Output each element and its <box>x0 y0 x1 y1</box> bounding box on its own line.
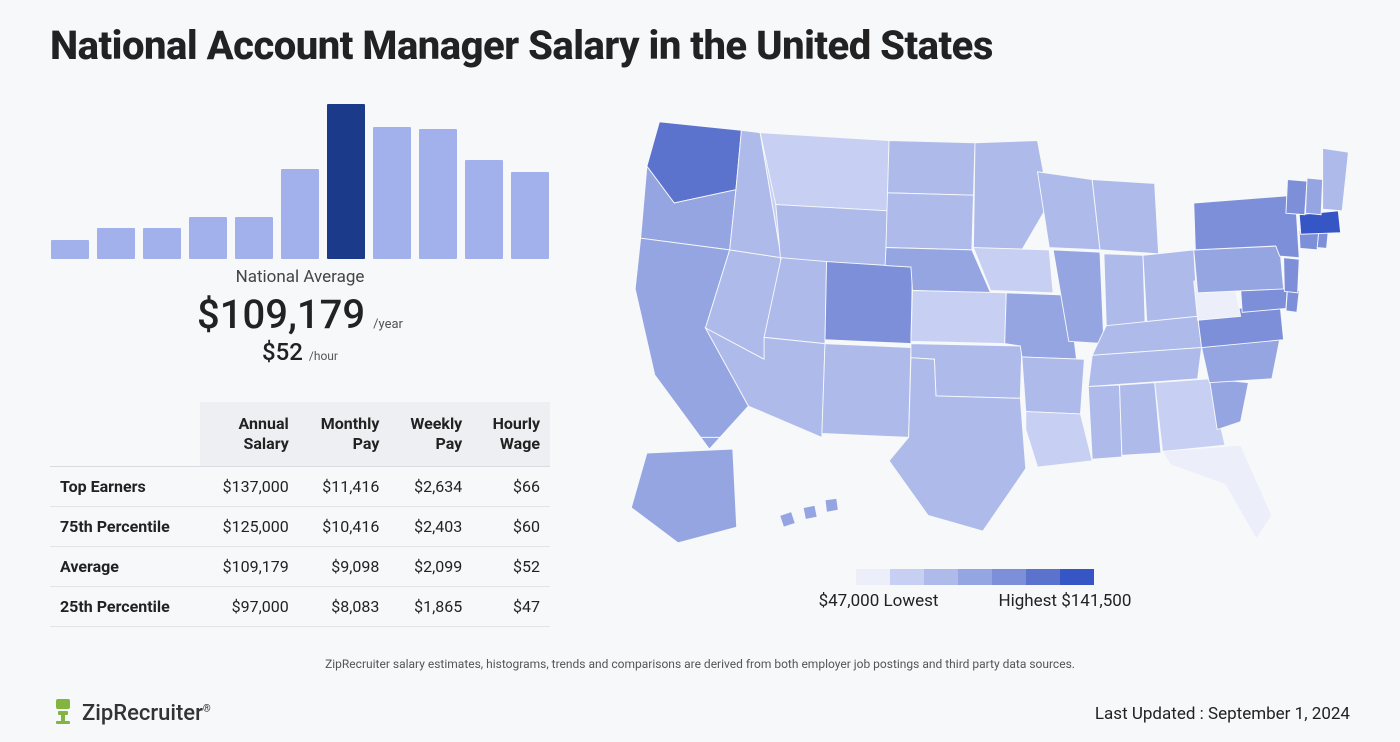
table-cell: $137,000 <box>200 467 299 507</box>
state-shape-hi[interactable] <box>780 512 796 528</box>
state-shape-ri[interactable] <box>1317 232 1328 248</box>
state-shape-al[interactable] <box>1120 383 1161 456</box>
map-legend: $47,000 Lowest Highest $141,500 <box>819 569 1132 611</box>
table-column-header: MonthlyPay <box>299 402 390 467</box>
legend-swatch <box>924 569 958 585</box>
table-row: 75th Percentile$125,000$10,416$2,403$60 <box>50 507 550 547</box>
state-shape-hi[interactable] <box>803 505 817 519</box>
state-shape-nj[interactable] <box>1284 258 1300 293</box>
table-cell: 75th Percentile <box>50 507 200 547</box>
histogram-bar <box>51 240 89 259</box>
table-cell: $2,099 <box>389 547 472 587</box>
table-cell: $10,416 <box>299 507 390 547</box>
legend-swatch <box>1026 569 1060 585</box>
table-cell: $60 <box>472 507 550 547</box>
table-cell: $1,865 <box>389 587 472 627</box>
table-column-header: WeeklyPay <box>389 402 472 467</box>
state-shape-hi[interactable] <box>825 498 838 512</box>
state-shape-ks[interactable] <box>911 291 1006 344</box>
histogram-bar <box>143 228 181 259</box>
table-column-header: HourlyWage <box>472 402 550 467</box>
brand-logo: ZipRecruiter® <box>50 695 211 732</box>
table-column-header: AnnualSalary <box>200 402 299 467</box>
table-cell: Average <box>50 547 200 587</box>
state-shape-ms[interactable] <box>1088 385 1122 459</box>
table-cell: $8,083 <box>299 587 390 627</box>
table-cell: $66 <box>472 467 550 507</box>
histogram-bar <box>235 217 273 259</box>
histogram-bar <box>327 104 365 259</box>
histogram-bar <box>373 127 411 259</box>
brand-chair-icon <box>50 695 76 732</box>
last-updated-text: Last Updated : September 1, 2024 <box>1095 704 1350 724</box>
table-row: 25th Percentile$97,000$8,083$1,865$47 <box>50 587 550 627</box>
table-cell: $47 <box>472 587 550 627</box>
histogram-bar <box>419 129 457 259</box>
histogram-bar <box>511 172 549 259</box>
table-row: Average$109,179$9,098$2,099$52 <box>50 547 550 587</box>
state-shape-nh[interactable] <box>1305 178 1322 215</box>
state-shape-oh[interactable] <box>1143 250 1198 324</box>
state-shape-mt[interactable] <box>760 133 889 211</box>
salary-percentile-table: AnnualSalaryMonthlyPayWeeklyPayHourlyWag… <box>50 402 550 627</box>
table-cell: $125,000 <box>200 507 299 547</box>
table-cell: $9,098 <box>299 547 390 587</box>
hourly-wage-suffix: /hour <box>309 349 338 363</box>
hourly-wage-value: $52 /hour <box>262 338 338 366</box>
state-shape-fl[interactable] <box>1163 445 1272 539</box>
salary-histogram <box>51 99 549 259</box>
histogram-bar <box>189 217 227 259</box>
histogram-bar <box>465 160 503 259</box>
table-cell: $97,000 <box>200 587 299 627</box>
page-title: National Account Manager Salary in the U… <box>50 22 1350 69</box>
state-shape-mn[interactable] <box>973 141 1049 250</box>
legend-swatch <box>1060 569 1094 585</box>
state-shape-pa[interactable] <box>1194 246 1284 293</box>
table-column-header <box>50 402 200 467</box>
legend-swatch <box>856 569 890 585</box>
us-choropleth-map <box>600 93 1350 563</box>
data-source-footnote: ZipRecruiter salary estimates, histogram… <box>50 657 1350 671</box>
state-shape-ar[interactable] <box>1022 357 1085 414</box>
hourly-wage-amount: $52 <box>262 338 303 366</box>
legend-swatch <box>958 569 992 585</box>
table-cell: $11,416 <box>299 467 390 507</box>
state-shape-mi[interactable] <box>1092 180 1158 254</box>
state-shape-in[interactable] <box>1104 254 1145 328</box>
table-cell: 25th Percentile <box>50 587 200 627</box>
table-cell: Top Earners <box>50 467 200 507</box>
state-shape-ak[interactable] <box>631 449 736 543</box>
legend-swatch <box>992 569 1026 585</box>
legend-swatch <box>890 569 924 585</box>
annual-salary-suffix: /year <box>373 317 403 332</box>
state-shape-nd[interactable] <box>888 141 976 196</box>
legend-low-label: $47,000 Lowest <box>819 591 939 611</box>
table-cell: $109,179 <box>200 547 299 587</box>
state-shape-sd[interactable] <box>886 193 974 250</box>
national-average-label: National Average <box>236 267 365 287</box>
table-cell: $2,403 <box>389 507 472 547</box>
state-shape-co[interactable] <box>825 262 913 344</box>
annual-salary-amount: $109,179 <box>197 291 365 338</box>
histogram-bar <box>97 228 135 259</box>
state-shape-la[interactable] <box>1026 412 1092 467</box>
legend-high-label: Highest $141,500 <box>998 591 1131 611</box>
brand-name: ZipRecruiter® <box>82 701 211 726</box>
histogram-bar <box>281 169 319 259</box>
table-cell: $52 <box>472 547 550 587</box>
state-shape-me[interactable] <box>1323 148 1349 211</box>
state-shape-wi[interactable] <box>1038 172 1101 250</box>
table-row: Top Earners$137,000$11,416$2,634$66 <box>50 467 550 507</box>
table-cell: $2,634 <box>389 467 472 507</box>
state-shape-nm[interactable] <box>822 344 911 438</box>
state-shape-vt[interactable] <box>1286 180 1307 215</box>
annual-salary-value: $109,179 /year <box>197 291 403 338</box>
